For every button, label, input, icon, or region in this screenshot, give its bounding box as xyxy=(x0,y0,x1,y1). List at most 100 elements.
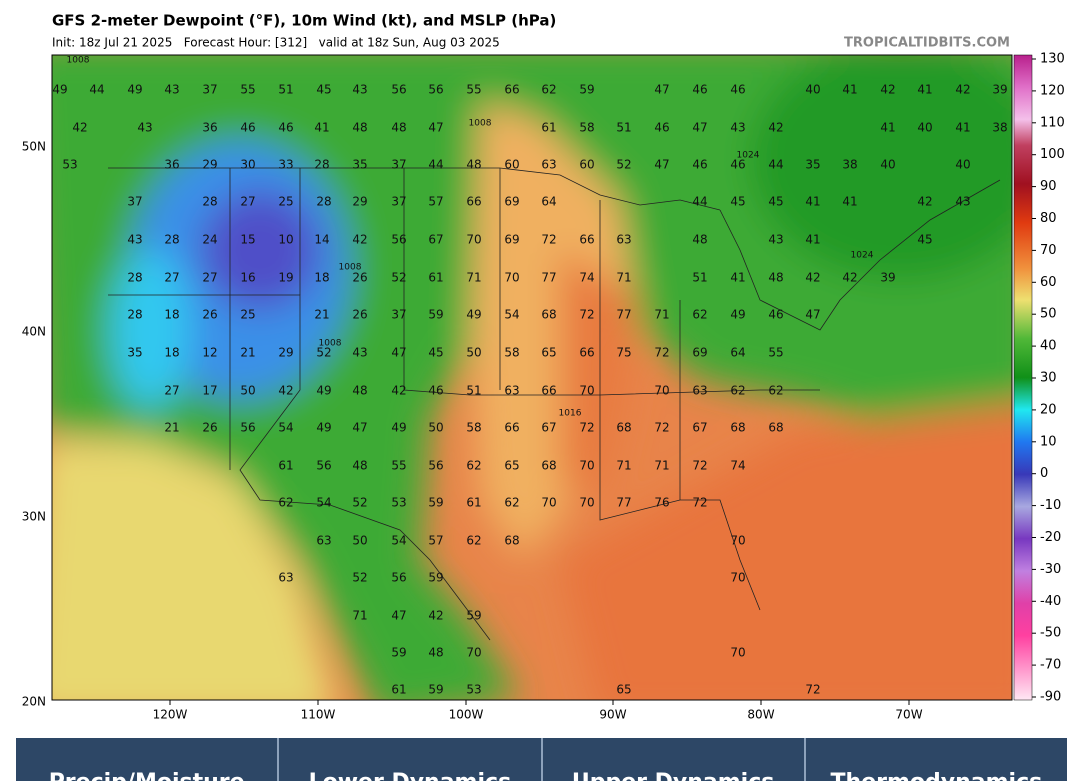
dewpoint-value: 17 xyxy=(202,384,217,398)
dewpoint-value: 44 xyxy=(428,158,443,172)
lat-label: 50N xyxy=(22,140,46,154)
dewpoint-value: 52 xyxy=(391,271,406,285)
dewpoint-value: 55 xyxy=(768,346,783,360)
dewpoint-value: 43 xyxy=(955,195,970,209)
dewpoint-value: 71 xyxy=(654,308,669,322)
dewpoint-value: 70 xyxy=(730,646,745,660)
isobar-label: 1008 xyxy=(67,56,90,66)
dewpoint-value: 70 xyxy=(654,384,669,398)
dewpoint-value: 43 xyxy=(768,233,783,247)
dewpoint-value: 59 xyxy=(428,496,443,510)
tab[interactable]: Precip/Moisture xyxy=(16,738,280,781)
dewpoint-value: 75 xyxy=(616,346,631,360)
colorbar-label: 90 xyxy=(1040,179,1057,194)
dewpoint-value: 39 xyxy=(880,271,895,285)
colorbar-label: 50 xyxy=(1040,307,1057,322)
dewpoint-value: 14 xyxy=(314,233,329,247)
dewpoint-value: 58 xyxy=(579,121,594,135)
dewpoint-value: 72 xyxy=(579,308,594,322)
dewpoint-value: 47 xyxy=(352,421,367,435)
dewpoint-value: 65 xyxy=(541,346,556,360)
isobar-label: 1024 xyxy=(851,251,874,261)
dewpoint-value: 72 xyxy=(654,421,669,435)
dewpoint-value: 65 xyxy=(504,459,519,473)
dewpoint-value: 71 xyxy=(352,609,367,623)
dewpoint-value: 18 xyxy=(314,271,329,285)
dewpoint-value: 59 xyxy=(391,646,406,660)
lon-label: 80W xyxy=(747,708,774,722)
lon-label: 90W xyxy=(599,708,626,722)
dewpoint-value: 50 xyxy=(466,346,481,360)
dewpoint-value: 66 xyxy=(504,83,519,97)
dewpoint-value: 43 xyxy=(127,233,142,247)
dewpoint-value: 72 xyxy=(692,459,707,473)
dewpoint-value: 65 xyxy=(616,683,631,697)
dewpoint-value: 27 xyxy=(240,195,255,209)
dewpoint-value: 35 xyxy=(127,346,142,360)
dewpoint-value: 68 xyxy=(504,534,519,548)
dewpoint-value: 49 xyxy=(316,421,331,435)
dewpoint-value: 44 xyxy=(89,83,104,97)
dewpoint-value: 62 xyxy=(541,83,556,97)
tab[interactable]: Thermodynamics xyxy=(806,738,1067,781)
dewpoint-value: 62 xyxy=(278,496,293,510)
dewpoint-value: 25 xyxy=(278,195,293,209)
dewpoint-value: 54 xyxy=(391,534,406,548)
dewpoint-value: 64 xyxy=(541,195,556,209)
dewpoint-value: 26 xyxy=(352,271,367,285)
dewpoint-value: 49 xyxy=(730,308,745,322)
borders xyxy=(108,167,1001,641)
dewpoint-value: 45 xyxy=(768,195,783,209)
dewpoint-value: 61 xyxy=(541,121,556,135)
dewpoint-value: 69 xyxy=(504,233,519,247)
dewpoint-value: 61 xyxy=(428,271,443,285)
tab[interactable]: Upper Dynamics xyxy=(543,738,806,781)
dewpoint-value: 74 xyxy=(579,271,594,285)
dewpoint-value: 54 xyxy=(504,308,519,322)
dewpoint-value: 58 xyxy=(466,421,481,435)
dewpoint-value: 21 xyxy=(240,346,255,360)
lon-label: 100W xyxy=(449,708,484,722)
tab[interactable]: Lower Dynamics xyxy=(279,738,543,781)
dewpoint-value: 55 xyxy=(391,459,406,473)
dewpoint-value: 72 xyxy=(805,683,820,697)
dewpoint-value: 47 xyxy=(391,609,406,623)
dewpoint-value: 43 xyxy=(164,83,179,97)
dewpoint-value: 37 xyxy=(202,83,217,97)
lat-label: 40N xyxy=(22,325,46,339)
dewpoint-value: 28 xyxy=(202,195,217,209)
dewpoint-value: 57 xyxy=(428,195,443,209)
dewpoint-value: 72 xyxy=(654,346,669,360)
dewpoint-value: 41 xyxy=(842,195,857,209)
dewpoint-value: 54 xyxy=(278,421,293,435)
dewpoint-value: 50 xyxy=(240,384,255,398)
colorbar-label: -50 xyxy=(1040,626,1061,641)
dewpoint-value: 67 xyxy=(541,421,556,435)
dewpoint-value: 55 xyxy=(466,83,481,97)
dewpoint-value: 28 xyxy=(316,195,331,209)
dewpoint-value: 70 xyxy=(504,271,519,285)
colorbar-label: -40 xyxy=(1040,594,1061,609)
dewpoint-value: 52 xyxy=(352,571,367,585)
dewpoint-value: 41 xyxy=(955,121,970,135)
dewpoint-value: 49 xyxy=(52,83,67,97)
dewpoint-value: 62 xyxy=(504,496,519,510)
colorbar-label: 10 xyxy=(1040,434,1057,449)
dewpoint-value: 63 xyxy=(316,534,331,548)
dewpoint-value: 18 xyxy=(164,346,179,360)
dewpoint-value: 52 xyxy=(316,346,331,360)
dewpoint-value: 48 xyxy=(428,646,443,660)
dewpoint-value: 35 xyxy=(805,158,820,172)
map-figure: GFS 2-meter Dewpoint (°F), 10m Wind (kt)… xyxy=(22,12,1065,722)
dewpoint-value: 46 xyxy=(654,121,669,135)
dewpoint-value: 12 xyxy=(202,346,217,360)
dewpoint-value: 71 xyxy=(466,271,481,285)
dewpoint-value: 51 xyxy=(616,121,631,135)
dewpoint-value: 52 xyxy=(352,496,367,510)
dewpoint-value: 49 xyxy=(391,421,406,435)
dewpoint-value: 56 xyxy=(428,83,443,97)
dewpoint-value: 62 xyxy=(692,308,707,322)
colorbar-label: -10 xyxy=(1040,498,1061,513)
lon-label: 120W xyxy=(153,708,188,722)
colorbar-label: 30 xyxy=(1040,371,1057,386)
